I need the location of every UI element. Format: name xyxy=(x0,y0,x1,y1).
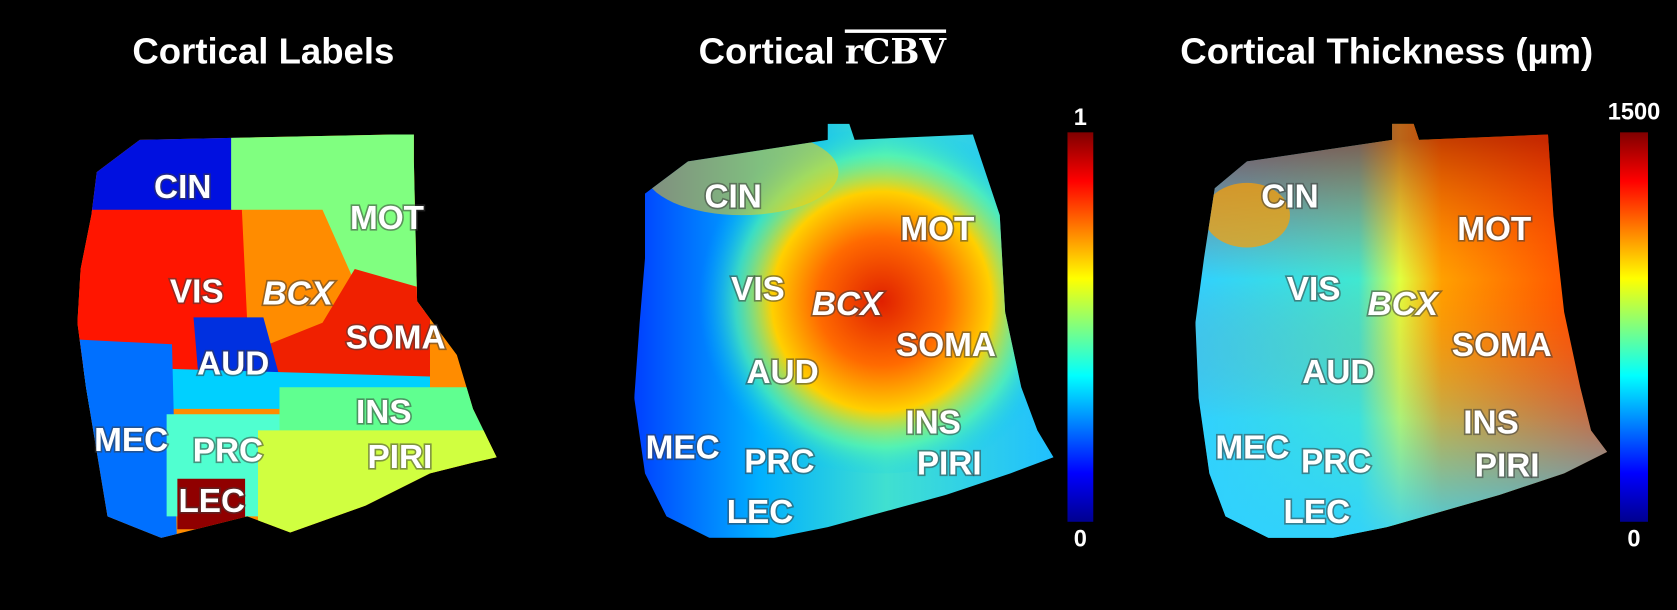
region-label: CIN xyxy=(154,169,211,206)
region-label: AUD xyxy=(197,345,269,382)
region-label: AUD xyxy=(1302,354,1374,391)
region-label: BCX xyxy=(263,275,335,312)
region-label: LEC xyxy=(178,483,245,520)
region-label: PRC xyxy=(193,433,263,470)
colorbar-min: 0 xyxy=(1074,527,1087,553)
region-label: AUD xyxy=(747,354,819,391)
title-measure: rCBV xyxy=(845,32,948,72)
region-label: VIS xyxy=(170,273,224,310)
panel-title: Cortical Thickness (µm) xyxy=(1180,30,1593,71)
region-label: INS xyxy=(1463,405,1519,442)
region-label: PRC xyxy=(744,443,814,480)
region-label: LEC xyxy=(727,494,794,531)
region-label: VIS xyxy=(1287,271,1341,308)
region-label: PIRI xyxy=(917,445,982,482)
region-label: PRC xyxy=(1301,443,1371,480)
region-label: BCX xyxy=(1368,286,1440,323)
region-label: INS xyxy=(905,405,961,442)
region-label: VIS xyxy=(731,271,785,308)
region-label: MOT xyxy=(900,211,974,248)
region-label: INS xyxy=(356,394,412,431)
region-label: SOMA xyxy=(1452,327,1552,364)
region-label: MEC xyxy=(1215,429,1289,466)
region-label: MOT xyxy=(350,200,424,237)
region-label: PIRI xyxy=(367,439,432,476)
colorbar xyxy=(1067,132,1094,522)
title-text: Cortical xyxy=(699,30,835,71)
region-label: MOT xyxy=(1457,211,1531,248)
rcbv-map xyxy=(634,123,1054,538)
panel-title: Cortical Labels xyxy=(132,30,394,71)
region-label: MEC xyxy=(646,429,720,466)
region-label: LEC xyxy=(1284,494,1351,531)
colorbar-max: 1 xyxy=(1074,105,1087,131)
region-label: MEC xyxy=(94,422,168,459)
region-label: BCX xyxy=(812,286,884,323)
region-label: PIRI xyxy=(1475,448,1540,485)
colorbar-max: 1500 xyxy=(1608,99,1661,125)
region-label: SOMA xyxy=(346,320,446,357)
colorbar-min: 0 xyxy=(1627,527,1640,553)
label-map xyxy=(77,134,497,538)
panel-title: Cortical rCBV xyxy=(699,30,948,72)
region-label: SOMA xyxy=(896,327,996,364)
region-label: CIN xyxy=(1261,179,1318,216)
colorbar xyxy=(1620,132,1648,522)
region-label: CIN xyxy=(704,179,761,216)
thickness-map xyxy=(1195,123,1608,538)
